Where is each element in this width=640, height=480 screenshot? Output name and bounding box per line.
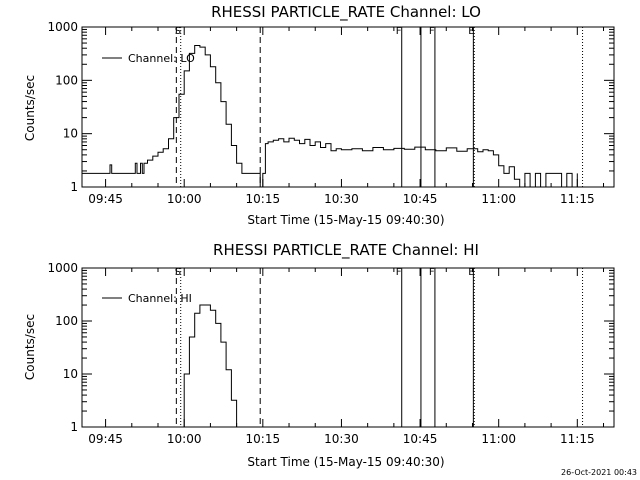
x-tick-label: 11:15 [560, 192, 595, 206]
plot-frame [81, 26, 615, 188]
event-marker-label: S [175, 267, 181, 278]
event-marker-label: F [396, 26, 402, 37]
y-tick-label: 100 [55, 314, 78, 328]
panel-hi: RHESSI PARTICLE_RATE Channel: HI Counts/… [23, 241, 615, 469]
event-marker-label: F [429, 267, 435, 278]
series-line [179, 304, 238, 428]
x-tick-label: 09:45 [88, 192, 123, 206]
x-tick-label: 10:00 [167, 432, 202, 446]
x-tick-label: 10:15 [246, 432, 281, 446]
plot-frame [81, 267, 615, 428]
x-tick-label: 11:00 [481, 432, 516, 446]
x-tick-label: 10:45 [403, 192, 438, 206]
chart-title: RHESSI PARTICLE_RATE Channel: HI [213, 241, 479, 260]
y-tick-label: 1 [70, 180, 78, 194]
y-tick-label: 1000 [47, 20, 78, 34]
x-tick-label: 10:30 [324, 192, 359, 206]
legend-label: Channel: HI [128, 292, 192, 305]
event-marker-label: E [468, 267, 474, 278]
y-tick-label: 1000 [47, 261, 78, 275]
x-tick-label: 09:45 [88, 432, 123, 446]
x-axis-label: Start Time (15-May-15 09:40:30) [247, 213, 444, 227]
event-marker-label: F [396, 267, 402, 278]
legend-label: Channel: LO [128, 52, 195, 65]
legend: Channel: HI [102, 292, 192, 305]
legend: Channel: LO [102, 52, 195, 65]
y-tick-label: 100 [55, 73, 78, 87]
y-tick-label: 1 [70, 420, 78, 434]
x-tick-label: 10:00 [167, 192, 202, 206]
event-marker-label: F [429, 26, 435, 37]
x-tick-label: 10:15 [246, 192, 281, 206]
footer-timestamp: 26-Oct-2021 00:43 [561, 468, 637, 477]
y-axis-label: Counts/sec [23, 314, 37, 380]
x-tick-label: 11:00 [481, 192, 516, 206]
x-tick-label: 11:15 [560, 432, 595, 446]
panel-lo: RHESSI PARTICLE_RATE Channel: LO Counts/… [23, 3, 615, 227]
y-axis-label: Counts/sec [23, 75, 37, 141]
event-marker-label: E [468, 26, 474, 37]
y-tick-label: 10 [63, 367, 78, 381]
event-marker-label: S [175, 26, 181, 37]
chart-title: RHESSI PARTICLE_RATE Channel: LO [211, 3, 481, 22]
y-tick-label: 10 [63, 127, 78, 141]
series-line [82, 45, 578, 188]
x-tick-label: 10:45 [403, 432, 438, 446]
x-axis-label: Start Time (15-May-15 09:40:30) [247, 455, 444, 469]
x-tick-label: 10:30 [324, 432, 359, 446]
